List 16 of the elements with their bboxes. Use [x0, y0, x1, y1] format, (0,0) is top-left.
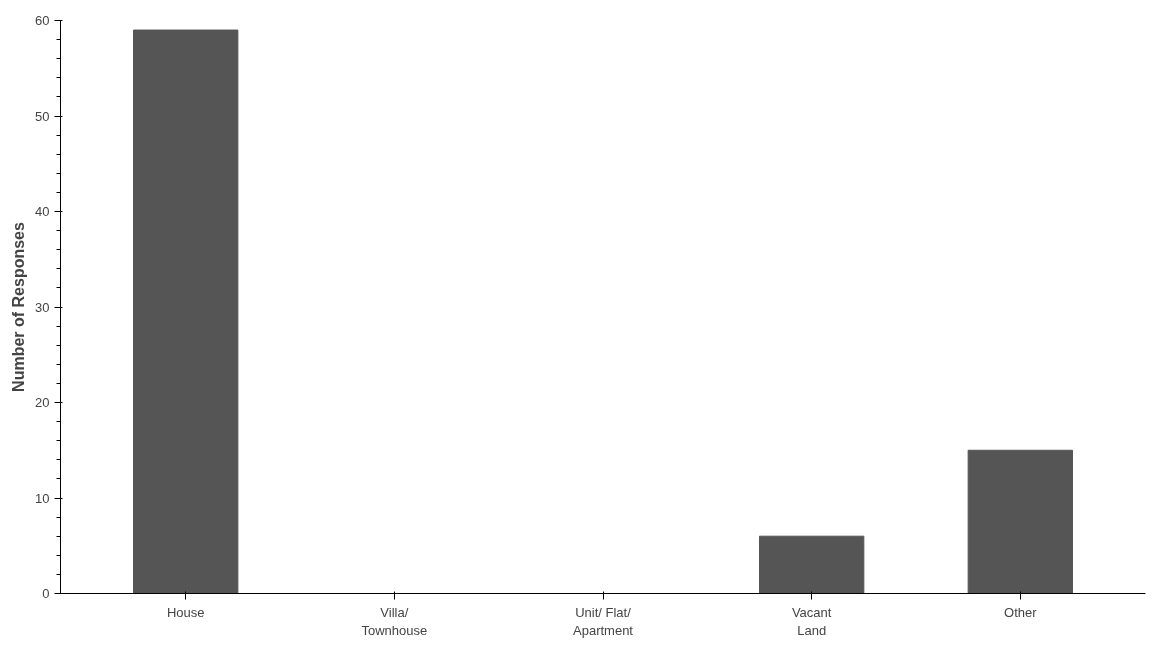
- y-tick-label: 20: [35, 395, 50, 410]
- y-axis-title: Number of Responses: [10, 221, 28, 392]
- x-tick-label: Unit/ Flat/ Apartment: [573, 604, 634, 638]
- x-tick-label: Villa/ Townhouse: [361, 604, 428, 638]
- bar: [758, 535, 865, 594]
- x-tick-label: Vacant Land: [791, 604, 832, 638]
- x-tick-label: Other: [1004, 604, 1038, 620]
- y-tick-label: 0: [42, 586, 50, 601]
- y-tick-label: 60: [35, 13, 50, 28]
- y-tick-label: 50: [35, 108, 50, 124]
- y-tick-label: 40: [35, 204, 50, 219]
- y-tick-label: 10: [35, 490, 50, 506]
- bar: [967, 449, 1073, 594]
- bar: [133, 29, 239, 594]
- y-tick-label: 30: [35, 299, 50, 315]
- x-tick-label: House: [166, 604, 205, 620]
